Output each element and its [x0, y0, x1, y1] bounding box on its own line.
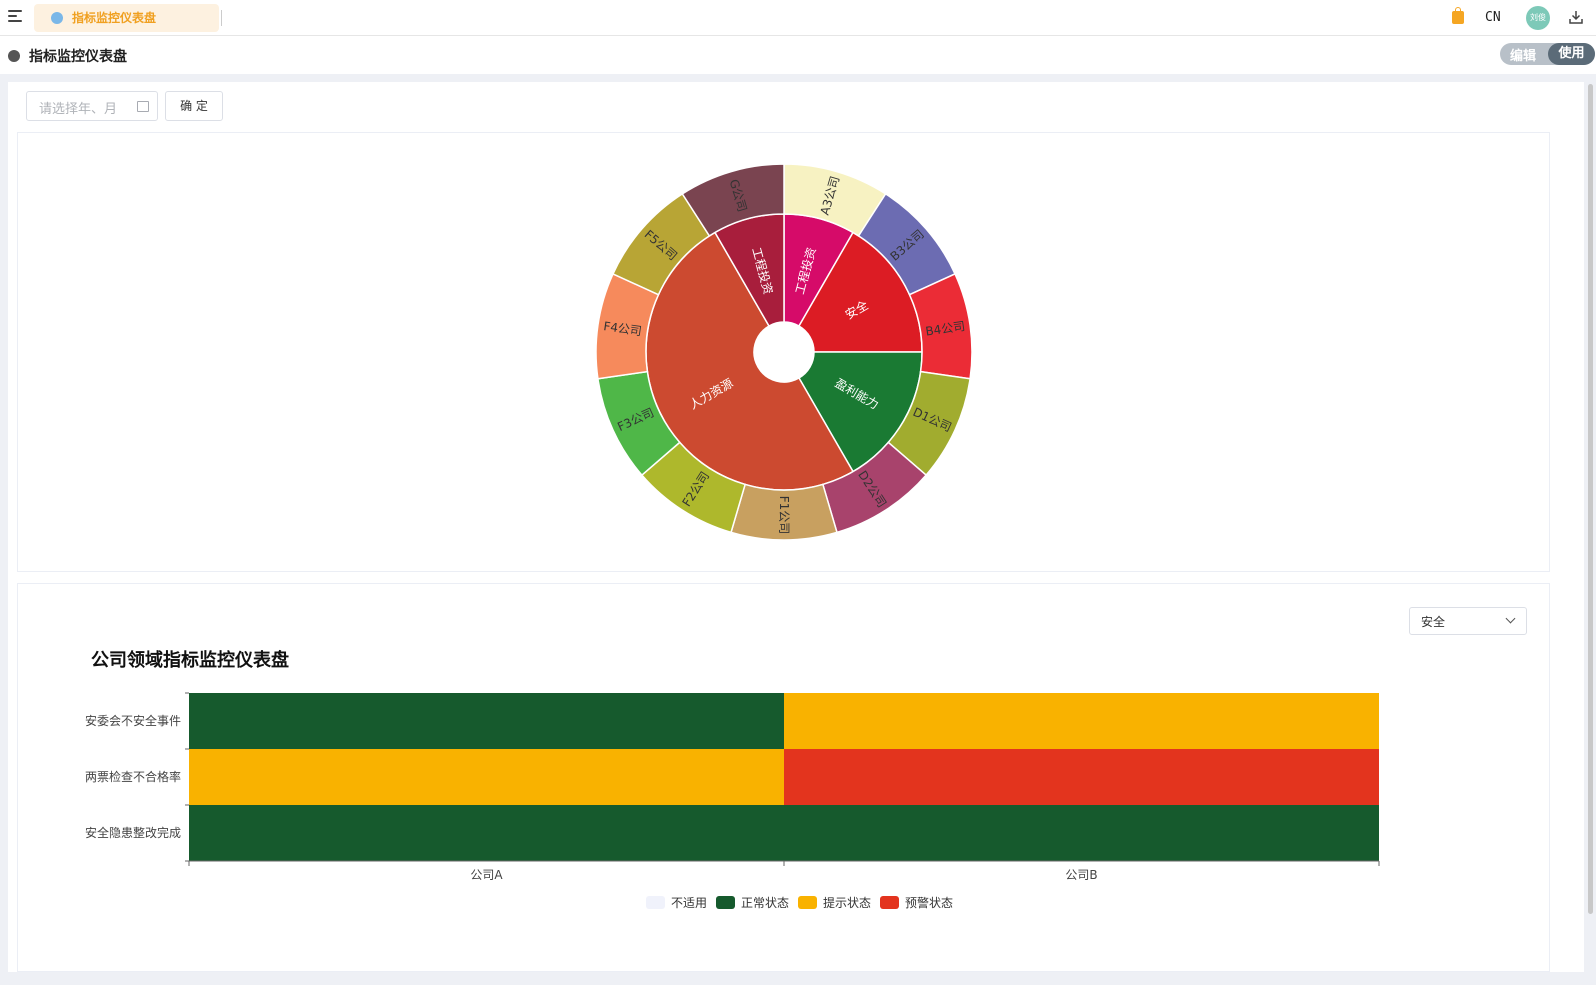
scrollbar[interactable] — [1588, 84, 1593, 914]
legend-swatch[interactable] — [798, 896, 817, 909]
outer-label-2: B4公司 — [925, 319, 966, 339]
tab-divider — [221, 10, 222, 26]
x-tick-label: 公司B — [1065, 868, 1097, 882]
outer-sector-10[interactable] — [681, 163, 785, 237]
y-tick-label: 安委会不安全事件 — [85, 713, 181, 728]
date-placeholder: 请选择年、月 — [39, 102, 118, 117]
legend-label[interactable]: 不适用 — [671, 896, 707, 910]
download-icon[interactable] — [1568, 9, 1584, 25]
heatmap-cell[interactable] — [189, 805, 784, 861]
outer-label-8: F4公司 — [603, 319, 643, 338]
gauge-icon — [8, 50, 20, 62]
bag-icon[interactable] — [1452, 7, 1464, 24]
domain-select-value: 安全 — [1421, 615, 1446, 629]
tab-label: 指标监控仪表盘 — [72, 11, 157, 25]
tab-dashboard[interactable]: 指标监控仪表盘 — [34, 4, 219, 32]
sunburst-chart: 工程投资安全盈利能力人力资源工程投资A3公司B3公司B4公司D1公司D2公司F1… — [595, 163, 973, 541]
legend-label[interactable]: 正常状态 — [741, 896, 789, 910]
legend-label[interactable]: 预警状态 — [905, 895, 953, 910]
heatmap-cell[interactable] — [784, 749, 1379, 805]
legend-swatch[interactable] — [880, 896, 899, 909]
date-picker[interactable]: 请选择年、月 — [26, 91, 158, 121]
menu-icon[interactable] — [8, 10, 22, 24]
mode-toggle[interactable]: 编辑 使用 — [1500, 43, 1595, 65]
y-tick-label: 安全隐患整改完成 — [85, 825, 181, 840]
legend-label[interactable]: 提示状态 — [823, 895, 871, 910]
calendar-icon — [137, 101, 149, 112]
mode-use-button[interactable]: 使用 — [1548, 43, 1595, 65]
legend-swatch[interactable] — [646, 896, 665, 909]
legend-swatch[interactable] — [716, 896, 735, 909]
sunburst-panel: 工程投资 安全 盈利能力 人力资源 工程投资 A3公司 B3公司 B4公司 D1公司 D2公司 F1… — [17, 132, 1550, 572]
dashboard-icon — [51, 12, 63, 24]
heatmap-cell[interactable] — [784, 805, 1379, 861]
heatmap-cell[interactable] — [189, 749, 784, 805]
confirm-button[interactable]: 确 定 — [165, 91, 223, 121]
heatmap-panel: 安全 公司领域指标监控仪表盘 安委会不安全事件 两票检查不合格率 安全隐患整改完成公… — [17, 583, 1550, 972]
heatmap-cell[interactable] — [189, 693, 784, 749]
top-bar: 指标监控仪表盘 CN 刘俊 — [0, 0, 1596, 36]
domain-select[interactable]: 安全 — [1409, 607, 1527, 635]
page-title: 指标监控仪表盘 — [29, 49, 127, 65]
page-header: 指标监控仪表盘 编辑 使用 — [0, 36, 1596, 74]
x-tick-label: 公司A — [470, 868, 503, 882]
heatmap-cell[interactable] — [784, 693, 1379, 749]
content-area: 请选择年、月 确 定 工程投资 安全 盈利能力 人力资源 工程投资 A3公司 B3公司 B4公… — [8, 82, 1584, 972]
mode-edit-button[interactable]: 编辑 — [1510, 49, 1537, 64]
outer-label-5: F1公司 — [777, 496, 791, 535]
avatar[interactable]: 刘俊 — [1526, 6, 1550, 30]
language-switch[interactable]: CN — [1485, 10, 1501, 25]
y-tick-label: 两票检查不合格率 — [85, 769, 181, 784]
heatmap-title: 公司领域指标监控仪表盘 — [91, 650, 289, 671]
